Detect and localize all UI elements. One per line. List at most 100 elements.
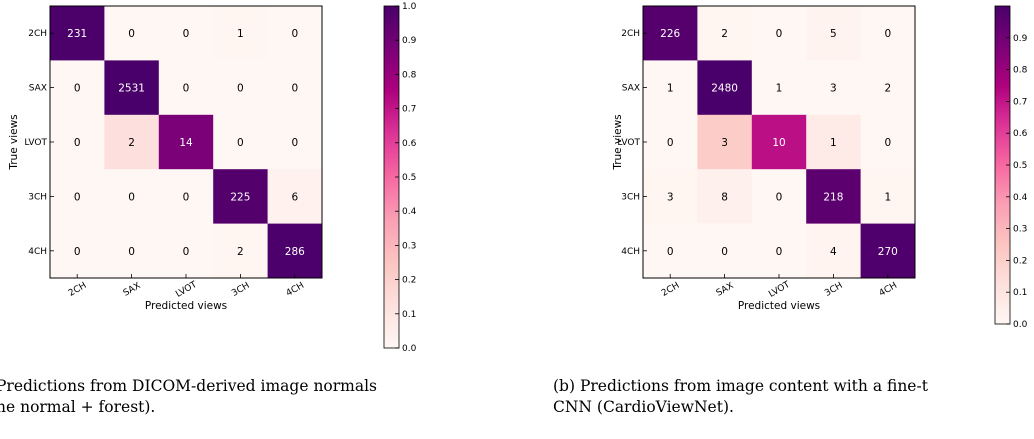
caption-a-line1: Predictions from DICOM-derived image nor…: [0, 377, 378, 395]
heatmap-cell: [213, 114, 269, 170]
cell-value-label: 1: [776, 83, 783, 95]
cell-value-label: 270: [878, 246, 898, 258]
heatmap-cell: [860, 114, 916, 170]
colorbar-tick-label: 0.3: [1013, 225, 1027, 235]
x-tick-label: 4CH: [285, 281, 306, 299]
cell-value-label: 0: [74, 191, 81, 203]
cell-value-label: 0: [183, 28, 190, 40]
x-tick-label: 2CH: [660, 281, 681, 299]
heatmap-cell: [643, 169, 698, 225]
cell-value-label: 0: [884, 137, 891, 149]
cell-value-label: 0: [776, 246, 783, 258]
heatmap-cell: [213, 223, 269, 279]
cell-value-label: 0: [667, 137, 674, 149]
heatmap-cell: [267, 60, 323, 116]
cell-value-label: 218: [823, 191, 843, 203]
heatmap-cell: [104, 60, 160, 116]
cell-value-label: 231: [67, 28, 87, 40]
colorbar-tick-label: 0.1: [1013, 288, 1027, 298]
cell-value-label: 226: [660, 28, 680, 40]
heatmap-cell: [860, 60, 916, 116]
cell-value-label: 14: [179, 137, 193, 149]
colorbar-tick-label: 0.3: [402, 241, 416, 251]
caption-b-line2: CNN (CardioViewNet).: [553, 398, 734, 416]
colorbar-tick-label: 0.2: [1013, 256, 1027, 266]
heatmap-cell: [104, 114, 160, 170]
colorbar-tick-label: 0.6: [1013, 129, 1028, 139]
x-tick-label: 4CH: [878, 281, 899, 299]
heatmap-cell: [697, 60, 753, 116]
y-axis-label: True views: [8, 114, 20, 170]
heatmap-cell: [50, 114, 105, 170]
cell-value-label: 2480: [711, 83, 738, 95]
colorbar-tick-label: 0.9: [402, 36, 417, 46]
heatmap-cell: [104, 223, 160, 279]
cell-value-label: 0: [291, 137, 298, 149]
cell-value-label: 0: [183, 83, 190, 95]
cell-value-label: 0: [74, 83, 81, 95]
cell-value-label: 3: [830, 83, 837, 95]
heatmap-cell: [806, 6, 862, 61]
heatmap-cell: [697, 223, 753, 279]
colorbar-tick-label: 0.8: [402, 70, 417, 80]
heatmap-cell: [267, 169, 323, 225]
cell-value-label: 2: [884, 83, 891, 95]
caption-b-line1: (b) Predictions from image content with …: [553, 377, 928, 395]
heatmap-cell: [213, 169, 269, 225]
heatmap-cell: [751, 114, 807, 170]
cell-value-label: 0: [183, 246, 190, 258]
cell-value-label: 0: [776, 191, 783, 203]
cell-value-label: 0: [183, 191, 190, 203]
colorbar-tick-label: 0.6: [402, 139, 417, 149]
heatmap-cell: [267, 114, 323, 170]
cell-value-label: 225: [230, 191, 250, 203]
y-tick-label: 2CH: [621, 29, 640, 39]
heatmap-cell: [104, 169, 160, 225]
colorbar-tick-label: 0.0: [1013, 320, 1028, 330]
heatmap-cell: [751, 60, 807, 116]
heatmap-cell: [158, 114, 214, 170]
colorbar-tick-label: 0.2: [402, 276, 416, 286]
colorbar-tick-label: 0.4: [1013, 193, 1028, 203]
cell-value-label: 2531: [118, 83, 145, 95]
cell-value-label: 286: [285, 246, 305, 258]
heatmap-cell: [751, 6, 807, 61]
colorbar-tick-label: 0.9: [1013, 34, 1028, 44]
cell-value-label: 0: [128, 28, 135, 40]
heatmap-cell: [643, 6, 698, 61]
heatmap-cell: [643, 223, 698, 279]
heatmap-cell: [860, 169, 916, 225]
caption-a-line2: ne normal + forest).: [0, 398, 156, 416]
x-tick-label: SAX: [715, 281, 736, 299]
cell-value-label: 8: [721, 191, 728, 203]
heatmap-cell: [697, 6, 753, 61]
cell-value-label: 10: [772, 137, 785, 149]
heatmap-cell: [643, 114, 698, 170]
heatmap-cell: [50, 6, 105, 61]
cell-value-label: 0: [776, 28, 783, 40]
cell-value-label: 0: [667, 246, 674, 258]
colorbar-tick-label: 0.0: [402, 344, 417, 354]
heatmap-cell: [751, 223, 807, 279]
heatmap-cell: [806, 223, 862, 279]
x-tick-label: LVOT: [174, 280, 199, 300]
heatmap-cell: [213, 6, 269, 61]
y-tick-label: SAX: [622, 84, 640, 94]
colorbar-tick-label: 1.0: [402, 2, 417, 12]
heatmap-cell: [751, 169, 807, 225]
cell-value-label: 3: [667, 191, 674, 203]
heatmap-cell: [697, 114, 753, 170]
colorbar-tick-label: 0.5: [402, 173, 416, 183]
x-axis-label: Predicted views: [145, 300, 227, 312]
heatmap-cell: [267, 223, 323, 279]
heatmap-cell: [213, 60, 269, 116]
heatmap-cell: [50, 169, 105, 225]
heatmap-cell: [104, 6, 160, 61]
y-tick-label: LVOT: [24, 138, 47, 148]
cell-value-label: 0: [128, 191, 135, 203]
heatmap-cell: [806, 60, 862, 116]
heatmap-cell: [860, 6, 916, 61]
x-axis-label: Predicted views: [738, 300, 820, 312]
cell-value-label: 4: [830, 246, 837, 258]
heatmap-cell: [50, 223, 105, 279]
